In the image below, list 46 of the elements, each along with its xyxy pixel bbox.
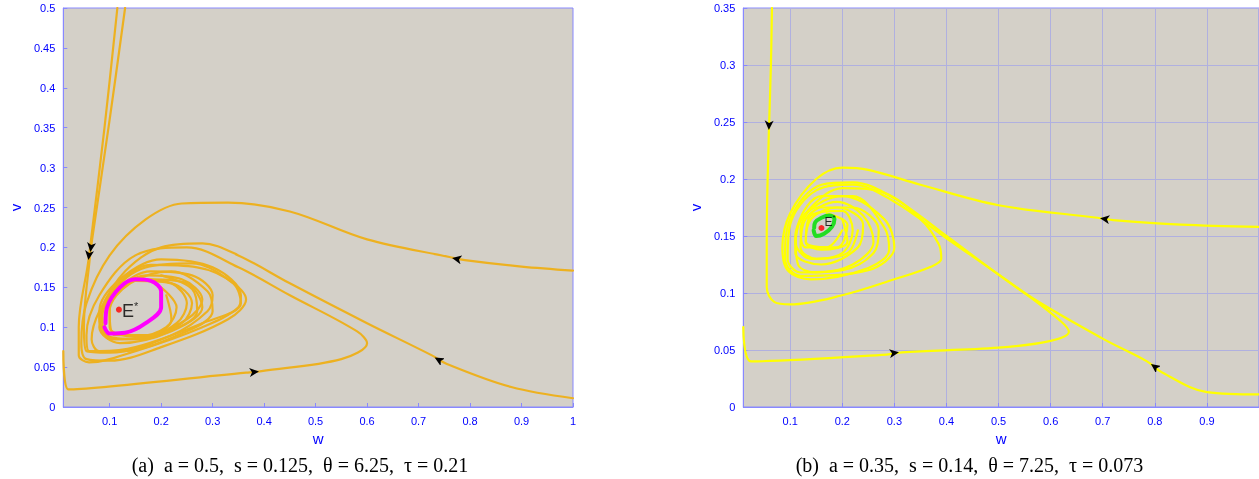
x-tick-label: 0.9 xyxy=(513,414,530,427)
y-axis-title: v xyxy=(7,203,24,212)
x-tick-label: 1 xyxy=(569,414,577,427)
y-tick-label: 0.2 xyxy=(40,241,56,254)
y-tick-label: 0.15 xyxy=(713,230,736,242)
x-axis-title: w xyxy=(311,429,324,447)
x-tick-label: 0.2 xyxy=(153,414,169,427)
y-tick-label: 0.5 xyxy=(40,2,56,14)
x-tick-label: 0.4 xyxy=(938,414,955,427)
y-tick-label: 0.25 xyxy=(33,201,56,214)
y-tick-label: 0.4 xyxy=(40,81,56,94)
y-tick-label: 0.3 xyxy=(720,59,736,71)
y-tick-label: 0.15 xyxy=(33,281,56,294)
annotation: E* xyxy=(824,212,836,230)
x-tick-label: 0.5 xyxy=(990,414,1007,427)
x-tick-label: 0.7 xyxy=(410,414,427,427)
x-tick-label: 0.6 xyxy=(1042,414,1059,427)
x-tick-label: 0.8 xyxy=(1147,414,1163,427)
annotation: E* xyxy=(121,300,139,322)
x-tick-label: 0.5 xyxy=(307,414,324,427)
y-tick-label: 0 xyxy=(49,401,56,413)
y-tick-label: 0.25 xyxy=(713,116,736,128)
x-tick-label: 0.6 xyxy=(359,414,375,427)
y-tick-label: 0 xyxy=(729,401,736,413)
y-tick-label: 0.1 xyxy=(40,321,56,334)
x-tick-label: 0.2 xyxy=(834,414,850,427)
y-tick-label: 0.05 xyxy=(33,361,56,374)
x-tick-label: 0.3 xyxy=(204,414,221,427)
x-tick-label: 0.4 xyxy=(256,414,272,427)
y-tick-label: 0.35 xyxy=(713,2,736,14)
y-axis-title: v xyxy=(687,203,704,212)
text: (a) a = 0.5, s = 0.125, θ = 6.25, τ = 0.21 xyxy=(131,454,469,477)
x-tick-label: 0.1 xyxy=(102,414,118,427)
y-tick-label: 0.2 xyxy=(720,173,736,185)
x-tick-label: 0.9 xyxy=(1199,414,1215,427)
y-tick-label: 0.35 xyxy=(33,121,56,134)
y-tick-label: 0.45 xyxy=(33,41,56,54)
y-tick-label: 0.05 xyxy=(713,344,736,356)
text: (b) a = 0.35, s = 0.14, θ = 7.25, τ = 0.073 xyxy=(795,454,1144,477)
y-tick-label: 0.3 xyxy=(40,161,56,174)
x-tick-label: 0.7 xyxy=(1095,414,1111,427)
x-tick-label: 0.1 xyxy=(782,414,798,427)
x-tick-label: 0.8 xyxy=(462,414,478,427)
y-tick-label: 0.1 xyxy=(720,287,736,299)
x-axis-title: w xyxy=(994,429,1007,447)
x-tick-label: 0.3 xyxy=(886,414,903,427)
